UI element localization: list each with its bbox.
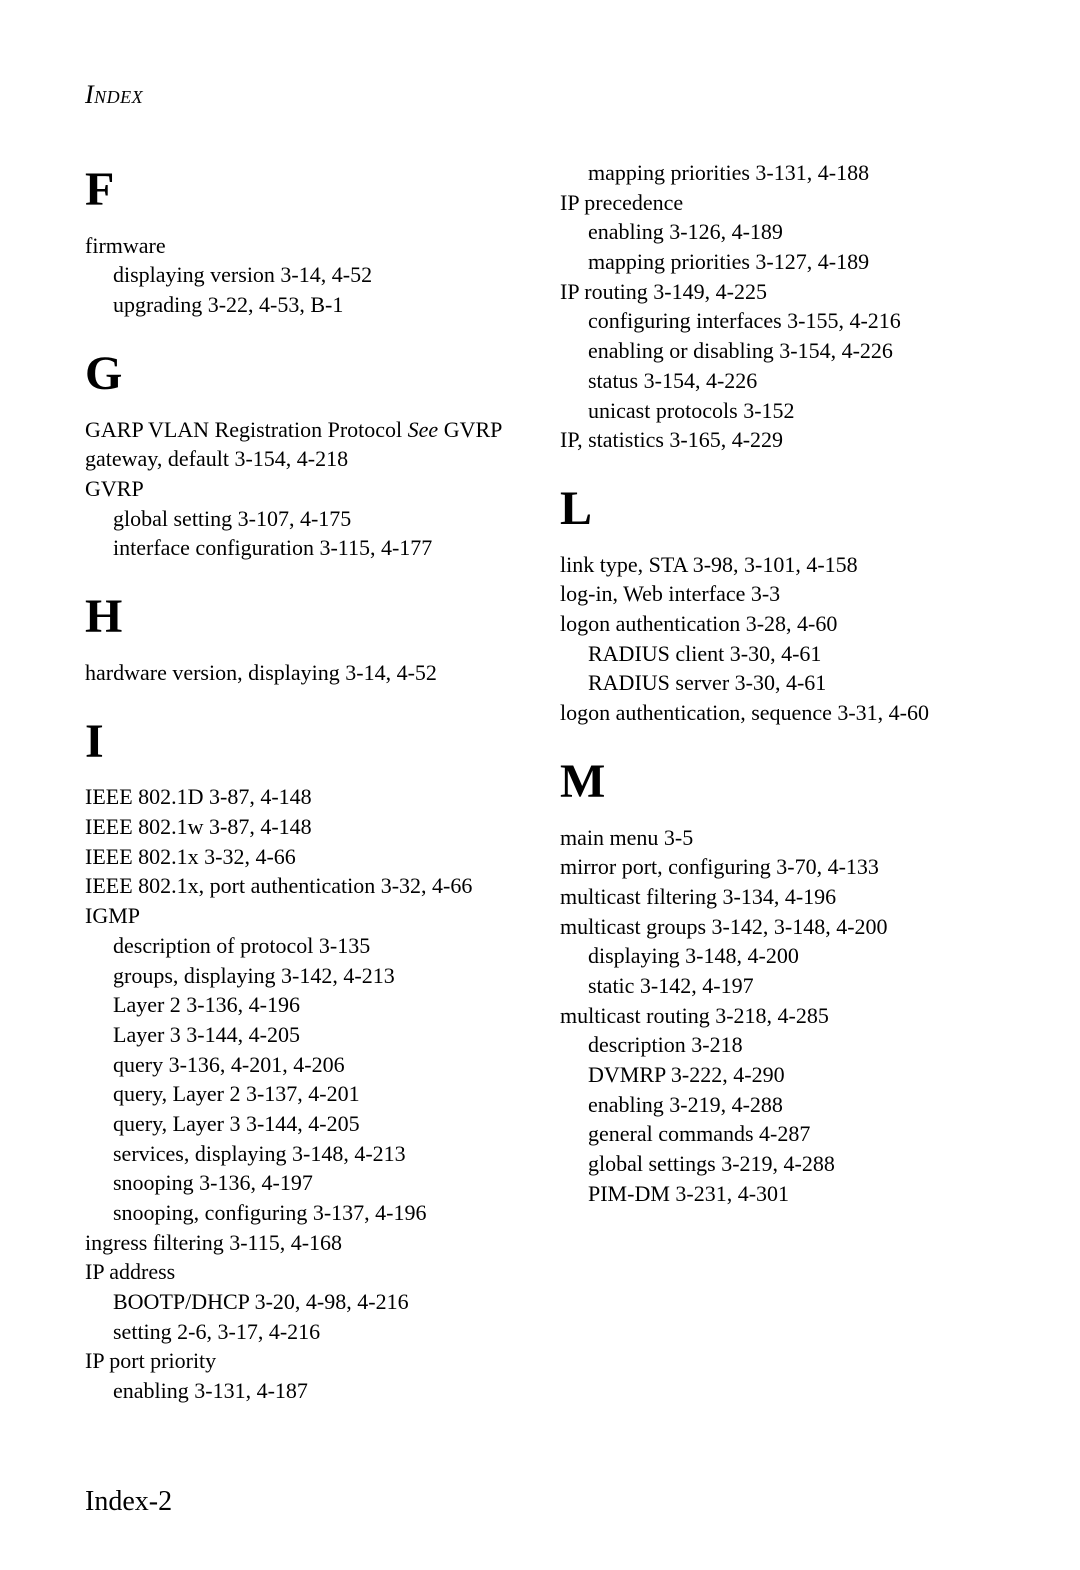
entry-logon-radius-client: RADIUS client 3-30, 4-61 <box>560 639 995 669</box>
entry-login: log-in, Web interface 3-3 <box>560 579 995 609</box>
entry-ingress: ingress filtering 3-115, 4-168 <box>85 1228 520 1258</box>
entry-igmp-services: services, displaying 3-148, 4-213 <box>85 1139 520 1169</box>
entry-firmware-upgrading: upgrading 3-22, 4-53, B-1 <box>85 290 520 320</box>
entry-firmware: firmware <box>85 231 520 261</box>
entry-ipaddr-bootp: BOOTP/DHCP 3-20, 4-98, 4-216 <box>85 1287 520 1317</box>
entry-gateway: gateway, default 3-154, 4-218 <box>85 444 520 474</box>
entry-logon-seq: logon authentication, sequence 3-31, 4-6… <box>560 698 995 728</box>
entry-mcrouting: multicast routing 3-218, 4-285 <box>560 1001 995 1031</box>
entry-gvrp-iface: interface configuration 3-115, 4-177 <box>85 533 520 563</box>
section-letter-g: G <box>85 342 520 407</box>
entry-ipport-enable: enabling 3-131, 4-187 <box>85 1376 520 1406</box>
entry-ipaddr-setting: setting 2-6, 3-17, 4-216 <box>85 1317 520 1347</box>
entry-mirror: mirror port, configuring 3-70, 4-133 <box>560 852 995 882</box>
entry-mcrouting-dvmrp: DVMRP 3-222, 4-290 <box>560 1060 995 1090</box>
entry-gvrp-global: global setting 3-107, 4-175 <box>85 504 520 534</box>
entry-linktype: link type, STA 3-98, 3-101, 4-158 <box>560 550 995 580</box>
entry-mcfilter: multicast filtering 3-134, 4-196 <box>560 882 995 912</box>
entry-mcrouting-global: global settings 3-219, 4-288 <box>560 1149 995 1179</box>
entry-igmp: IGMP <box>85 901 520 931</box>
entry-igmp-query: query 3-136, 4-201, 4-206 <box>85 1050 520 1080</box>
entry-ipport: IP port priority <box>85 1346 520 1376</box>
entry-ipprec: IP precedence <box>560 188 995 218</box>
index-page: Index F firmware displaying version 3-14… <box>0 0 1080 1570</box>
entry-ieee1d: IEEE 802.1D 3-87, 4-148 <box>85 782 520 812</box>
entry-garp-ref: GVRP <box>438 417 502 442</box>
entry-igmp-groups: groups, displaying 3-142, 4-213 <box>85 961 520 991</box>
entry-mcrouting-enable: enabling 3-219, 4-288 <box>560 1090 995 1120</box>
entry-ieee1x-port: IEEE 802.1x, port authentication 3-32, 4… <box>85 871 520 901</box>
entry-ipstats: IP, statistics 3-165, 4-229 <box>560 425 995 455</box>
entry-ieee1w: IEEE 802.1w 3-87, 4-148 <box>85 812 520 842</box>
entry-iprouting-unicast: unicast protocols 3-152 <box>560 396 995 426</box>
section-letter-h: H <box>85 585 520 650</box>
entry-igmp-query-l2: query, Layer 2 3-137, 4-201 <box>85 1079 520 1109</box>
index-columns: F firmware displaying version 3-14, 4-52… <box>85 158 995 1418</box>
entry-igmp-snoop-cfg: snooping, configuring 3-137, 4-196 <box>85 1198 520 1228</box>
entry-mainmenu: main menu 3-5 <box>560 823 995 853</box>
entry-ipport-map: mapping priorities 3-131, 4-188 <box>560 158 995 188</box>
entry-mcgroups-static: static 3-142, 4-197 <box>560 971 995 1001</box>
entry-mcgroups: multicast groups 3-142, 3-148, 4-200 <box>560 912 995 942</box>
entry-iprouting-enable: enabling or disabling 3-154, 4-226 <box>560 336 995 366</box>
running-head: Index <box>85 80 995 110</box>
entry-mcrouting-desc: description 3-218 <box>560 1030 995 1060</box>
section-letter-i: I <box>85 710 520 775</box>
entry-logonauth: logon authentication 3-28, 4-60 <box>560 609 995 639</box>
entry-igmp-l2: Layer 2 3-136, 4-196 <box>85 990 520 1020</box>
entry-igmp-desc: description of protocol 3-135 <box>85 931 520 961</box>
entry-gvrp: GVRP <box>85 474 520 504</box>
entry-garp: GARP VLAN Registration Protocol See GVRP <box>85 415 520 445</box>
entry-hardware: hardware version, displaying 3-14, 4-52 <box>85 658 520 688</box>
entry-ieee1x: IEEE 802.1x 3-32, 4-66 <box>85 842 520 872</box>
entry-igmp-query-l3: query, Layer 3 3-144, 4-205 <box>85 1109 520 1139</box>
entry-mcgroups-disp: displaying 3-148, 4-200 <box>560 941 995 971</box>
entry-igmp-snoop: snooping 3-136, 4-197 <box>85 1168 520 1198</box>
entry-iprouting-config: configuring interfaces 3-155, 4-216 <box>560 306 995 336</box>
entry-mcrouting-general: general commands 4-287 <box>560 1119 995 1149</box>
entry-garp-text: GARP VLAN Registration Protocol <box>85 417 408 442</box>
entry-iprouting: IP routing 3-149, 4-225 <box>560 277 995 307</box>
entry-ipprec-map: mapping priorities 3-127, 4-189 <box>560 247 995 277</box>
entry-mcrouting-pimdm: PIM-DM 3-231, 4-301 <box>560 1179 995 1209</box>
entry-logon-radius-server: RADIUS server 3-30, 4-61 <box>560 668 995 698</box>
entry-firmware-displaying: displaying version 3-14, 4-52 <box>85 260 520 290</box>
entry-igmp-l3: Layer 3 3-144, 4-205 <box>85 1020 520 1050</box>
section-letter-m: M <box>560 750 995 815</box>
entry-garp-see: See <box>408 417 439 442</box>
entry-iprouting-status: status 3-154, 4-226 <box>560 366 995 396</box>
page-footer: Index-2 <box>85 1486 172 1518</box>
entry-ipaddr: IP address <box>85 1257 520 1287</box>
entry-ipprec-enable: enabling 3-126, 4-189 <box>560 217 995 247</box>
section-letter-l: L <box>560 477 995 542</box>
section-letter-f: F <box>85 158 520 223</box>
